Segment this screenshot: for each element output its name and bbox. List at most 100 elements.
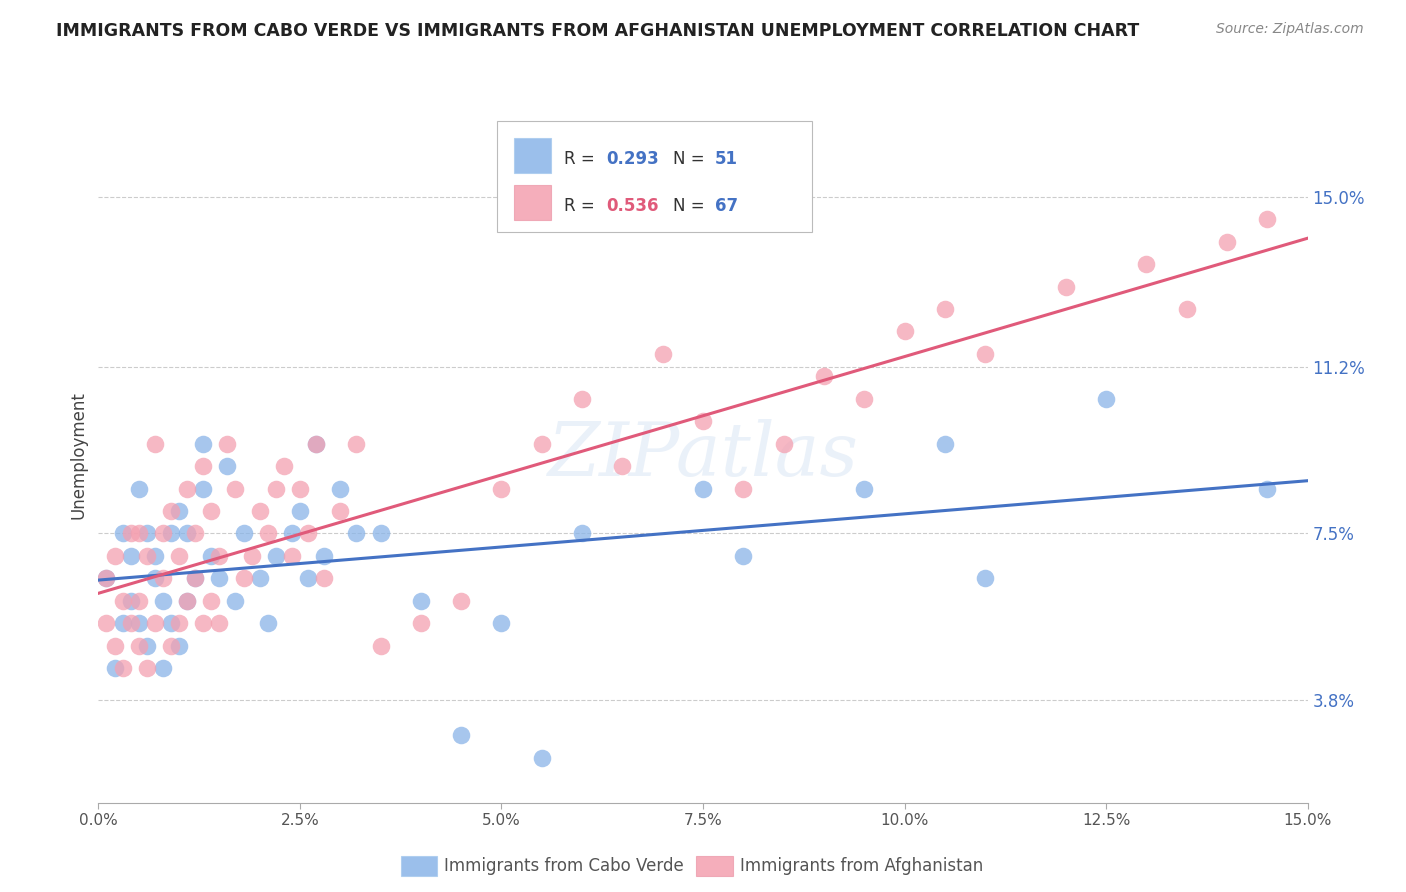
- Point: [143, 571, 166, 585]
- Point: [193, 459, 215, 474]
- Point: [111, 594, 134, 608]
- Point: [176, 482, 198, 496]
- Point: [1216, 235, 1239, 249]
- Point: [692, 482, 714, 496]
- Point: [281, 526, 304, 541]
- Point: [111, 661, 134, 675]
- Point: [200, 504, 222, 518]
- Point: [813, 369, 835, 384]
- Point: [200, 594, 222, 608]
- Point: [135, 661, 157, 675]
- Point: [692, 414, 714, 428]
- Point: [103, 549, 125, 563]
- Point: [128, 526, 150, 541]
- Point: [853, 392, 876, 406]
- Point: [273, 459, 295, 474]
- Point: [120, 549, 142, 563]
- Point: [288, 504, 311, 518]
- Point: [135, 526, 157, 541]
- Point: [1095, 392, 1118, 406]
- Point: [103, 661, 125, 675]
- Point: [571, 526, 593, 541]
- Point: [329, 504, 352, 518]
- Point: [974, 571, 997, 585]
- Point: [853, 482, 876, 496]
- Point: [96, 616, 118, 631]
- Point: [305, 436, 328, 450]
- Text: N =: N =: [672, 197, 710, 215]
- Text: R =: R =: [564, 150, 600, 169]
- Point: [160, 526, 183, 541]
- Point: [184, 526, 207, 541]
- Point: [1054, 279, 1077, 293]
- Point: [491, 616, 513, 631]
- Point: [530, 751, 553, 765]
- Point: [224, 482, 246, 496]
- Point: [232, 526, 254, 541]
- Point: [128, 616, 150, 631]
- Point: [135, 639, 157, 653]
- Text: Immigrants from Cabo Verde: Immigrants from Cabo Verde: [444, 857, 685, 875]
- Point: [167, 616, 190, 631]
- Point: [152, 526, 174, 541]
- Point: [450, 729, 472, 743]
- Point: [733, 482, 755, 496]
- Point: [176, 594, 198, 608]
- Point: [1256, 482, 1278, 496]
- Point: [934, 436, 956, 450]
- Point: [120, 526, 142, 541]
- Point: [305, 436, 328, 450]
- Point: [111, 526, 134, 541]
- Point: [934, 301, 956, 316]
- Point: [256, 526, 278, 541]
- Point: [176, 594, 198, 608]
- Point: [288, 482, 311, 496]
- Point: [370, 639, 392, 653]
- Point: [217, 459, 239, 474]
- Point: [224, 594, 246, 608]
- Point: [96, 571, 118, 585]
- Point: [491, 482, 513, 496]
- Text: 0.536: 0.536: [606, 197, 659, 215]
- Point: [450, 594, 472, 608]
- Point: [249, 504, 271, 518]
- Text: Immigrants from Afghanistan: Immigrants from Afghanistan: [740, 857, 983, 875]
- FancyBboxPatch shape: [515, 138, 551, 173]
- Text: R =: R =: [564, 197, 600, 215]
- Point: [208, 571, 231, 585]
- Point: [208, 549, 231, 563]
- Point: [256, 616, 278, 631]
- Point: [167, 504, 190, 518]
- Point: [314, 571, 336, 585]
- Point: [143, 436, 166, 450]
- Point: [974, 347, 997, 361]
- Point: [103, 639, 125, 653]
- Point: [409, 594, 432, 608]
- Point: [143, 549, 166, 563]
- Text: 51: 51: [716, 150, 738, 169]
- Point: [208, 616, 231, 631]
- Point: [120, 594, 142, 608]
- Point: [193, 616, 215, 631]
- Point: [128, 482, 150, 496]
- Point: [176, 526, 198, 541]
- Point: [120, 616, 142, 631]
- Text: ZIPatlas: ZIPatlas: [547, 418, 859, 491]
- Point: [264, 482, 287, 496]
- Point: [184, 571, 207, 585]
- Point: [193, 482, 215, 496]
- FancyBboxPatch shape: [498, 121, 811, 232]
- Point: [160, 639, 183, 653]
- Point: [571, 392, 593, 406]
- Point: [193, 436, 215, 450]
- Point: [160, 504, 183, 518]
- Text: 0.293: 0.293: [606, 150, 659, 169]
- Point: [370, 526, 392, 541]
- Point: [200, 549, 222, 563]
- Text: IMMIGRANTS FROM CABO VERDE VS IMMIGRANTS FROM AFGHANISTAN UNEMPLOYMENT CORRELATI: IMMIGRANTS FROM CABO VERDE VS IMMIGRANTS…: [56, 22, 1139, 40]
- Point: [297, 526, 319, 541]
- Point: [128, 639, 150, 653]
- Point: [152, 661, 174, 675]
- Text: 67: 67: [716, 197, 738, 215]
- Point: [1256, 212, 1278, 227]
